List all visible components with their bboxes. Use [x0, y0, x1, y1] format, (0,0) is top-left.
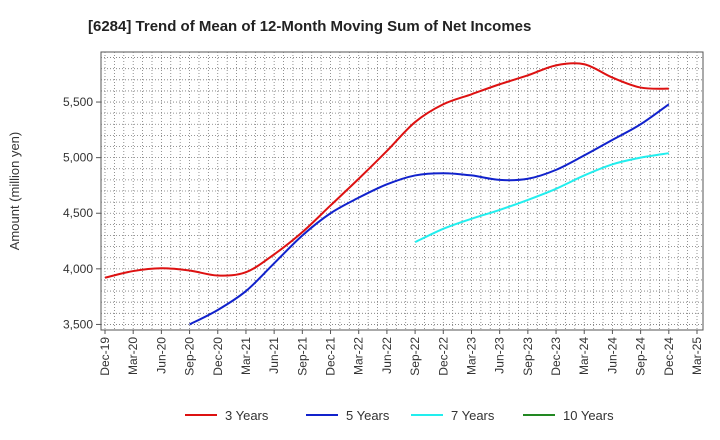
x-tick-label: Mar-22	[352, 337, 366, 375]
y-tick-label: 3,500	[63, 317, 93, 331]
grid	[101, 52, 703, 330]
series-line-7-years	[414, 152, 669, 244]
series-line-3-years	[104, 62, 669, 279]
legend-label-10-years: 10 Years	[563, 408, 614, 423]
x-tick-label: Dec-22	[436, 337, 450, 376]
legend: 3 Years 5 Years 7 Years 10 Years	[185, 408, 614, 423]
series-line-5-years	[189, 103, 670, 326]
legend-label-3-years: 3 Years	[225, 408, 269, 423]
x-tick-label: Mar-25	[690, 337, 704, 375]
y-tick-label: 4,500	[63, 206, 93, 220]
y-tick-label: 5,000	[63, 151, 93, 165]
x-tick-label: Dec-20	[211, 337, 225, 376]
x-tick-label: Sep-22	[408, 337, 422, 376]
x-tick-label: Jun-23	[493, 337, 507, 374]
legend-label-5-years: 5 Years	[346, 408, 390, 423]
x-tick-label: Jun-22	[380, 337, 394, 374]
y-tick-label: 5,500	[63, 95, 93, 109]
x-tick-label: Mar-20	[126, 337, 140, 375]
x-tick-label: Jun-24	[605, 337, 619, 374]
y-tick-label: 4,000	[63, 262, 93, 276]
x-tick-label: Jun-20	[154, 337, 168, 374]
chart-title: [6284] Trend of Mean of 12-Month Moving …	[88, 18, 531, 35]
x-tick-label: Jun-21	[267, 337, 281, 374]
x-tick-label: Mar-24	[577, 337, 591, 375]
x-tick-label: Mar-21	[239, 337, 253, 375]
y-axis-label: Amount (million yen)	[7, 132, 22, 251]
x-tick-label: Sep-21	[295, 337, 309, 376]
y-axis: 3,500 4,000 4,500 5,000 5,500	[63, 95, 101, 331]
x-tick-label: Mar-23	[464, 337, 478, 375]
x-tick-label: Sep-23	[521, 337, 535, 376]
x-tick-label: Dec-21	[324, 337, 338, 376]
x-tick-label: Sep-24	[634, 337, 648, 376]
x-axis: Dec-19 Mar-20 Jun-20 Sep-20 Dec-20 Mar-21 Jun-…	[98, 330, 704, 376]
x-tick-label: Dec-19	[98, 337, 112, 376]
legend-label-7-years: 7 Years	[451, 408, 495, 423]
series-layer	[104, 62, 670, 326]
x-tick-label: Dec-23	[549, 337, 563, 376]
x-tick-label: Sep-20	[183, 337, 197, 376]
x-tick-label: Dec-24	[662, 337, 676, 376]
